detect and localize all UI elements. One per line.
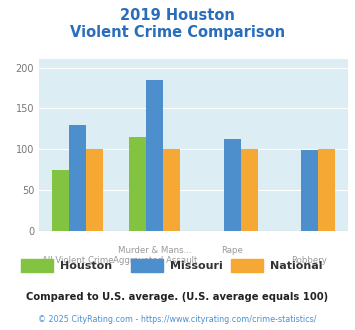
Bar <box>241 149 258 231</box>
Text: Compared to U.S. average. (U.S. average equals 100): Compared to U.S. average. (U.S. average … <box>26 292 329 302</box>
Text: Murder & Mans...: Murder & Mans... <box>118 246 192 255</box>
Bar <box>52 170 69 231</box>
Bar <box>86 149 103 231</box>
Bar <box>301 150 318 231</box>
Text: Rape: Rape <box>221 246 243 255</box>
Text: 2019 Houston: 2019 Houston <box>120 8 235 23</box>
Bar <box>224 140 241 231</box>
Text: Missouri: Missouri <box>170 261 223 271</box>
Text: Violent Crime Comparison: Violent Crime Comparison <box>70 25 285 40</box>
Text: All Violent Crime: All Violent Crime <box>42 255 114 265</box>
Text: Robbery: Robbery <box>291 255 327 265</box>
Bar <box>146 80 163 231</box>
Text: National: National <box>270 261 322 271</box>
Text: Aggravated Assault: Aggravated Assault <box>113 255 197 265</box>
Bar <box>318 149 335 231</box>
Text: © 2025 CityRating.com - https://www.cityrating.com/crime-statistics/: © 2025 CityRating.com - https://www.city… <box>38 315 317 324</box>
Bar <box>69 125 86 231</box>
Text: Houston: Houston <box>60 261 113 271</box>
Bar <box>163 149 180 231</box>
Bar <box>129 137 146 231</box>
